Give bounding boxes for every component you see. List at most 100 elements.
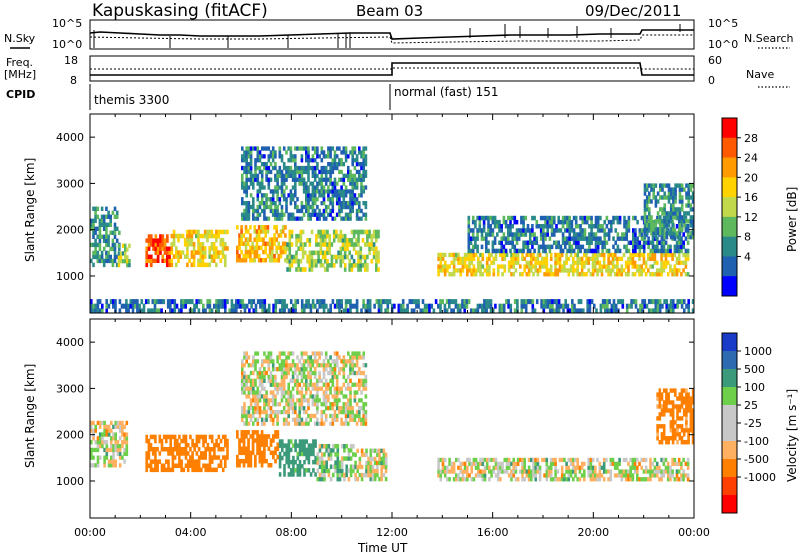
echo-cell (344, 409, 348, 415)
echo-cell (301, 242, 305, 247)
echo-cell (109, 214, 112, 219)
echo-cell (271, 197, 275, 202)
echo-cell (561, 215, 565, 221)
echo-cell (671, 272, 674, 277)
echo-cell (288, 233, 292, 239)
echo-cell (290, 263, 294, 268)
echo-cell (241, 154, 244, 159)
echo-cell (572, 240, 576, 245)
echo-cell (278, 146, 282, 151)
echo-cell (622, 469, 626, 474)
echo-cell (652, 195, 655, 200)
echo-cell (276, 185, 279, 190)
echo-cell (678, 248, 681, 254)
echo-cell (378, 452, 381, 457)
echo-cell (544, 219, 547, 225)
echo-cell (514, 260, 518, 265)
echo-cell (513, 299, 517, 305)
echo-cell (437, 256, 440, 261)
echo-cell (466, 268, 469, 273)
echo-cell (351, 173, 354, 178)
echo-cell (643, 231, 647, 236)
echo-cell (355, 409, 359, 415)
echo-cell (672, 235, 675, 240)
echo-cell (252, 398, 255, 403)
echo-cell (496, 477, 500, 482)
echo-cell (244, 229, 248, 234)
echo-cell (485, 268, 489, 273)
echo-cell (173, 463, 177, 468)
echo-cell (384, 468, 388, 474)
echo-cell (307, 193, 310, 198)
echo-cell (521, 256, 524, 261)
echo-cell (441, 461, 445, 466)
echo-cell (500, 308, 504, 314)
echo-cell (156, 254, 160, 259)
echo-cell (278, 382, 282, 387)
echo-cell (354, 452, 357, 457)
echo-cell (574, 236, 578, 241)
echo-cell (349, 370, 352, 376)
echo-cell (382, 299, 385, 305)
echo-cell (532, 461, 535, 466)
echo-cell (199, 299, 203, 305)
echo-cell (520, 303, 524, 309)
echo-cell (249, 158, 253, 163)
echo-cell (586, 303, 589, 309)
echo-cell (526, 248, 530, 254)
echo-cell (548, 236, 552, 241)
echo-cell (616, 248, 620, 254)
echo-cell (241, 212, 244, 217)
echo-cell (338, 158, 341, 163)
echo-cell (269, 197, 273, 202)
echo-cell (327, 154, 330, 159)
echo-cell (417, 303, 420, 309)
echo-cell (587, 260, 590, 265)
echo-cell (257, 229, 261, 234)
echo-cell (313, 370, 317, 376)
echo-cell (169, 308, 172, 314)
echo-cell (111, 238, 115, 243)
echo-cell (249, 146, 253, 151)
echo-cell (340, 169, 343, 175)
echo-cell (466, 272, 469, 277)
echo-cell (292, 468, 295, 473)
echo-cell (215, 262, 218, 268)
echo-cell (318, 476, 322, 482)
echo-cell (566, 248, 569, 254)
echo-cell (640, 465, 643, 470)
echo-cell (245, 359, 248, 364)
echo-cell (110, 447, 113, 453)
echo-cell (353, 165, 357, 171)
echo-cell (252, 386, 255, 391)
echo-cell (295, 250, 298, 256)
echo-cell (253, 258, 257, 263)
echo-cell (238, 438, 241, 443)
echo-cell (517, 236, 521, 241)
echo-cell (318, 181, 321, 186)
echo-cell (342, 177, 346, 182)
echo-cell (298, 165, 301, 171)
echo-cell (311, 154, 315, 159)
echo-cell (266, 225, 270, 230)
echo-cell (241, 201, 244, 206)
echo-cell (285, 177, 288, 182)
echo-cell (524, 215, 528, 221)
echo-cell (510, 264, 513, 269)
echo-cell (560, 303, 563, 309)
echo-cell (203, 233, 207, 239)
echo-cell (353, 370, 357, 376)
echo-cell (368, 242, 371, 247)
echo-cell (296, 417, 299, 422)
echo-cell (360, 472, 364, 478)
echo-cell (618, 272, 621, 277)
echo-cell (652, 191, 655, 196)
echo-cell (352, 242, 356, 247)
echo-cell (303, 443, 306, 448)
echo-cell (165, 459, 168, 464)
echo-cell (278, 173, 282, 178)
echo-cell (631, 461, 635, 466)
echo-cell (461, 469, 465, 474)
echo-cell (126, 247, 129, 252)
echo-cell (357, 263, 360, 268)
